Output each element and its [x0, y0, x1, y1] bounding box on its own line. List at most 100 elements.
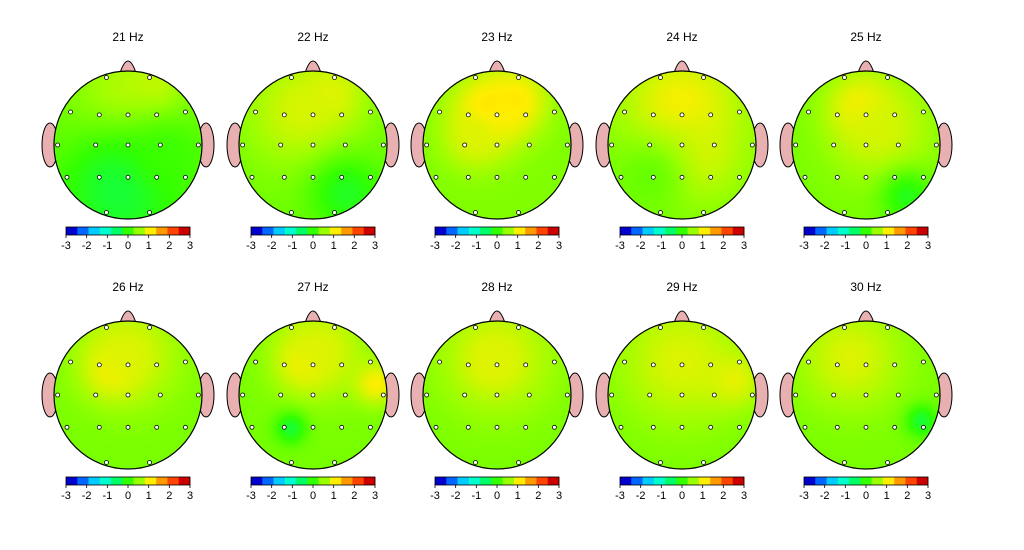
colorbar-tick-label: 3 [556, 240, 562, 252]
electrode-f4 [708, 112, 714, 118]
colorbar-segment [111, 477, 123, 485]
colorbar-segment [133, 477, 146, 485]
electrode-c4 [342, 142, 348, 148]
electrode-cz [125, 392, 131, 398]
colorbar-segment [894, 477, 906, 485]
electrode-o1 [842, 210, 847, 215]
colorbar-tick-label: -1 [656, 490, 666, 502]
topo-panel: 23 Hz -3 -2 -1 0 1 2 3 [410, 30, 584, 252]
electrode-o1 [658, 460, 663, 465]
colorbar-segment [329, 477, 342, 485]
colorbar-tick-label: 3 [556, 490, 562, 502]
electrode-fp2 [885, 325, 890, 330]
electrode-f3 [465, 112, 471, 118]
topo-panel: 29 Hz -3 -2 -1 0 1 2 3 [595, 280, 769, 502]
colorbar-tick-label: -2 [451, 240, 461, 252]
electrode-f4 [708, 362, 714, 368]
electrode-t6 [183, 424, 188, 430]
colorbar-segment [329, 227, 342, 235]
electrode-t6 [183, 174, 188, 180]
colorbar-segment [676, 477, 688, 485]
topo-panel: 22 Hz -3 -2 -1 0 1 2 3 [226, 30, 400, 252]
electrode-t5 [249, 174, 255, 180]
electrode-t5 [433, 174, 439, 180]
colorbar-segment [133, 227, 146, 235]
electrode-p3 [96, 424, 102, 430]
colorbar-segment [262, 227, 274, 235]
colorbar-segment [860, 477, 872, 485]
electrode-c3 [831, 392, 837, 398]
colorbar-tick-label: -1 [656, 240, 666, 252]
colorbar-tick-label: 1 [884, 490, 890, 502]
electrode-f8 [368, 359, 373, 365]
electrode-fp1 [473, 75, 478, 80]
colorbar-segment [156, 477, 168, 485]
electrode-f3 [281, 112, 287, 118]
electrode-fz [679, 112, 685, 118]
colorbar-segment [341, 477, 353, 485]
colorbar-tick-label: 0 [863, 240, 869, 252]
panel-title: 28 Hz [481, 280, 512, 294]
panel-title: 29 Hz [666, 280, 697, 294]
electrode-c3 [93, 142, 99, 148]
electrode-pz [679, 174, 685, 180]
electrode-f8 [737, 359, 742, 365]
electrode-c3 [647, 392, 653, 398]
electrode-o2 [516, 210, 521, 215]
colorbar-segment [144, 477, 157, 485]
electrode-c4 [526, 142, 532, 148]
colorbar-segment [178, 227, 191, 235]
colorbar-segment [99, 227, 112, 235]
colorbar-tick-label: -3 [799, 240, 809, 252]
panel-grid: 21 Hz-3 -2 -1 0 1 2 322 Hz-3 -2 -1 0 1 2 323 Hz-3 -2-… [41, 30, 953, 502]
colorbar-segment [167, 477, 180, 485]
electrode-t5 [618, 424, 624, 430]
panel-title: 22 Hz [297, 30, 328, 44]
colorbar-segment [457, 477, 470, 485]
colorbar-segment [99, 477, 112, 485]
colorbar-tick-label: -2 [820, 240, 830, 252]
colorbar-tick-label: 3 [741, 490, 747, 502]
electrode-o1 [473, 210, 478, 215]
electrode-p3 [650, 424, 656, 430]
electrode-t5 [433, 424, 439, 430]
colorbar-segment [687, 227, 700, 235]
colorbar-segment [547, 227, 560, 235]
electrode-cz [863, 392, 869, 398]
electrode-p4 [339, 424, 345, 430]
colorbar-tick-label: 3 [372, 490, 378, 502]
electrode-t3 [609, 142, 615, 148]
topo-panel: 25 Hz -3 -2 -1 0 1 2 3 [779, 30, 953, 252]
electrode-o2 [885, 460, 890, 465]
colorbar-tick-label: -2 [267, 240, 277, 252]
electrode-pz [125, 174, 131, 180]
colorbar-segment [144, 227, 157, 235]
electrode-pz [494, 174, 500, 180]
electrode-o2 [332, 460, 337, 465]
colorbar-tick-label: 3 [925, 490, 931, 502]
panel-title: 23 Hz [481, 30, 512, 44]
electrode-t6 [368, 424, 373, 430]
colorbar-tick-label: 1 [146, 240, 152, 252]
electrode-o2 [885, 210, 890, 215]
electrode-t3 [793, 392, 799, 398]
colorbar-segment [804, 477, 816, 485]
colorbar-segment [88, 477, 101, 485]
electrode-c3 [278, 392, 284, 398]
colorbar-segment [849, 477, 861, 485]
colorbar-segment [732, 477, 745, 485]
electrode-c3 [93, 392, 99, 398]
electrode-c4 [342, 392, 348, 398]
colorbar-segment [916, 227, 929, 235]
colorbar-tick-label: -3 [430, 490, 440, 502]
electrode-f7 [253, 109, 258, 115]
electrode-t5 [618, 174, 624, 180]
colorbar-segment [446, 477, 458, 485]
electrode-f3 [650, 112, 656, 118]
electrode-t3 [240, 392, 246, 398]
electrode-fp2 [147, 325, 152, 330]
electrode-t3 [240, 142, 246, 148]
colorbar-segment [468, 227, 481, 235]
colorbar-tick-label: 2 [904, 490, 910, 502]
colorbar-segment [88, 227, 101, 235]
